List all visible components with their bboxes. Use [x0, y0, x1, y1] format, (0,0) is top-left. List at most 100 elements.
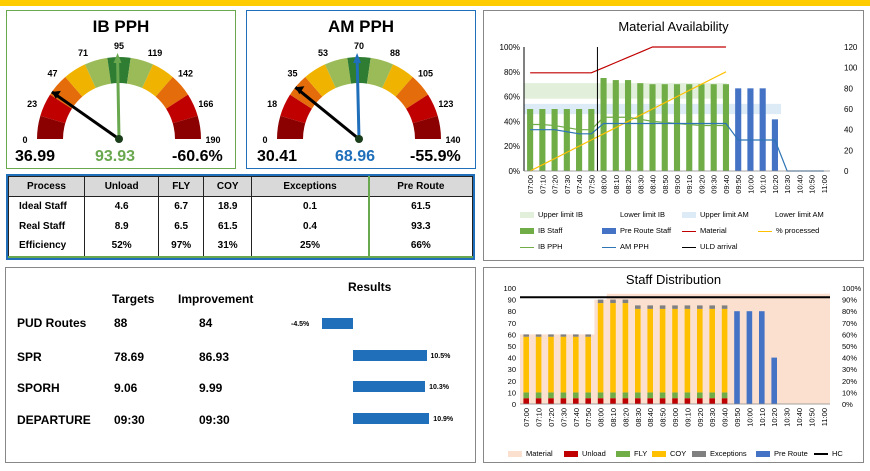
legend-lower-limit-ib: Lower limit IB [602, 210, 665, 219]
left-axis-tick: 50 [508, 342, 516, 351]
right-axis-tick: 30% [842, 365, 857, 374]
coy-bar [709, 308, 715, 393]
unload-bar [672, 398, 678, 404]
legend-hc: HC [814, 449, 843, 458]
table-cell: 0.1 [251, 196, 370, 217]
table-row: Ideal Staff 4.6 6.7 18.9 0.1 61.5 [8, 196, 473, 217]
exceptions-bar [523, 334, 529, 337]
fly-bar [697, 392, 703, 399]
table-cell: 18.9 [203, 196, 253, 217]
x-axis-tick: 07:00 [522, 408, 531, 427]
gauge-tick-label: 95 [114, 41, 124, 51]
exceptions-bar [672, 305, 678, 309]
gauge-tick-label: 140 [445, 135, 460, 145]
table-cell: 8.9 [83, 216, 160, 236]
x-axis-tick: 10:10 [759, 175, 768, 194]
unload-bar [585, 398, 591, 404]
coy-bar [622, 303, 629, 393]
coy-bar [560, 336, 567, 393]
exceptions-bar [610, 299, 616, 304]
gauge-tick-label: 0 [22, 135, 27, 145]
table-cell: 31% [203, 235, 253, 257]
table-cell: 61.5 [203, 216, 253, 236]
pre-route-staff-bar [759, 88, 766, 171]
table-cell: 61.5 [368, 196, 473, 217]
gauge-tick-label: 18 [267, 99, 277, 109]
unload-bar [622, 398, 629, 404]
x-axis-tick: 10:30 [783, 175, 792, 194]
coy-bar [573, 336, 579, 393]
result-bar-sporh [353, 381, 426, 392]
right-axis-tick: 40 [844, 126, 853, 135]
left-axis-tick: 0 [512, 400, 516, 409]
fly-bar [622, 392, 629, 399]
gauge-ib-panel: IB PPH 0 23 47 71 95 119 142 166 190 36.99 93.93… [6, 10, 236, 169]
material-availability-title: Material Availability [618, 19, 729, 34]
gauge-am-center-value: 68.96 [335, 148, 376, 165]
table-cell: 52% [83, 235, 160, 257]
gauge-segment [280, 94, 312, 124]
x-axis-tick: 10:50 [808, 175, 817, 194]
x-axis-tick: 08:50 [659, 408, 668, 427]
fly-bar [610, 392, 616, 399]
gauge-tick-label: 190 [205, 135, 220, 145]
gauge-hub [355, 135, 363, 143]
x-axis-tick: 08:30 [636, 175, 645, 194]
legend-processed: % processed [758, 226, 819, 235]
legend-lower-limit-am: Lower limit AM [775, 210, 824, 219]
coy-bar [697, 308, 703, 393]
fly-bar [560, 392, 567, 399]
gauge-segment [50, 77, 83, 109]
unload-bar [597, 398, 604, 404]
targets-header: Targets [112, 292, 155, 306]
unload-bar [573, 398, 579, 404]
gauge-needle-arrow [353, 53, 362, 64]
table-cell: 4.6 [83, 196, 160, 217]
result-label-departure: DEPARTURE [17, 413, 91, 427]
x-axis-tick: 08:20 [624, 175, 633, 194]
x-axis-tick: 09:50 [733, 408, 742, 427]
results-header: Results [348, 280, 392, 294]
table-row-label: Efficiency [8, 235, 85, 257]
exceptions-bar [548, 334, 554, 337]
left-axis-tick: 30 [508, 365, 516, 374]
legend-ib-staff: IB Staff [520, 226, 562, 235]
gauge-needle-arrow [295, 86, 305, 95]
left-axis-tick: 80 [508, 307, 516, 316]
exceptions-bar [597, 299, 604, 304]
right-axis-tick: 10% [842, 388, 857, 397]
x-axis-tick: 10:20 [770, 408, 779, 427]
gauge-segment [395, 77, 428, 109]
exceptions-bar [573, 334, 579, 337]
legend-material: Material [508, 449, 553, 458]
gauge-needle [355, 56, 361, 140]
exceptions-bar [622, 299, 629, 304]
x-axis-tick: 07:50 [587, 175, 596, 194]
gauge-tick-label: 35 [288, 69, 298, 79]
gauge-needle [294, 86, 360, 141]
result-target-sporh: 9.06 [114, 381, 138, 395]
staff-distribution-title: Staff Distribution [625, 272, 722, 287]
gauge-am-title: AM PPH [327, 17, 395, 36]
gauge-tick-label: 70 [354, 41, 364, 51]
right-axis-tick: 20 [844, 146, 853, 155]
coy-bar [647, 308, 653, 393]
gauge-segment [366, 57, 394, 89]
pre-route-staff-bar [771, 119, 778, 171]
gauge-segment [166, 94, 198, 124]
gauge-tick-label: 71 [78, 48, 88, 58]
fly-bar [573, 392, 579, 399]
gauge-ib-left-value: 36.99 [15, 148, 56, 165]
staff-distribution-panel: Staff Distribution 0 10 20 30 40 50 60 70 80 90 10… [483, 267, 864, 463]
x-axis-tick: 10:40 [795, 175, 804, 194]
x-axis-tick: 08:40 [649, 175, 658, 194]
x-axis-tick: 07:40 [572, 408, 581, 427]
result-bar-pud-routes [321, 318, 353, 329]
pre-route-bar [746, 311, 753, 404]
x-axis-tick: 10:10 [758, 408, 767, 427]
legend-exceptions: Exceptions [692, 449, 747, 458]
legend-fly: FLY [616, 449, 647, 458]
fly-bar [672, 392, 678, 399]
table-cell: 93.3 [368, 216, 473, 236]
